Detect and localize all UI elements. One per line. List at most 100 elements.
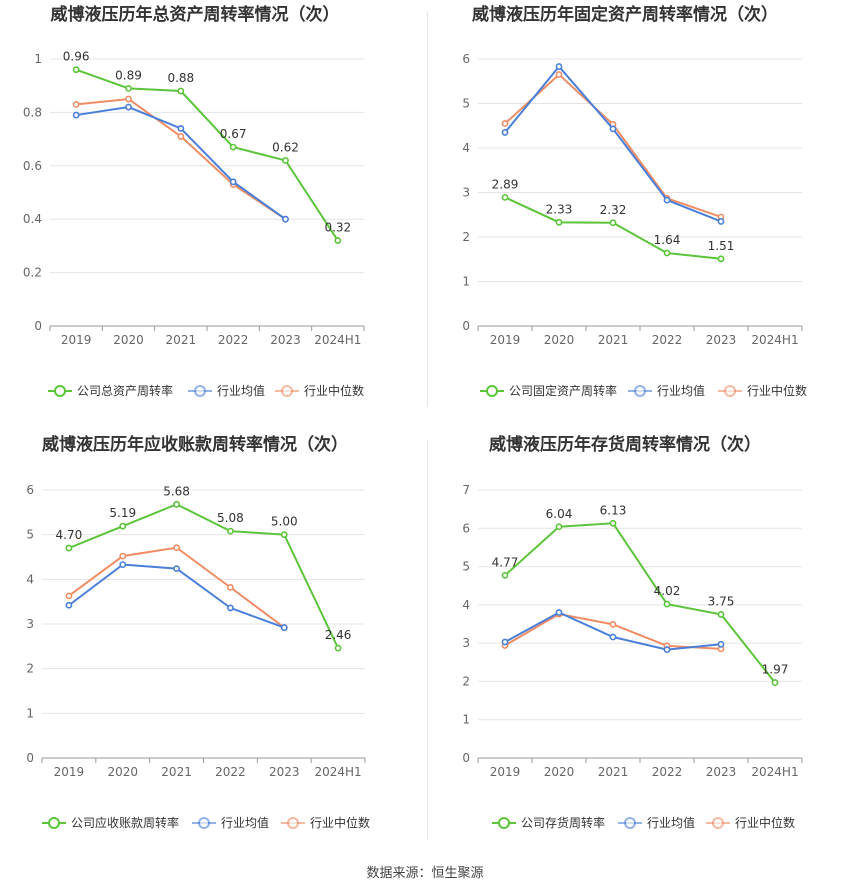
x-tick-label: 2019	[61, 333, 92, 347]
legend-item-avg: 行业均值	[628, 383, 705, 398]
data-point-company	[119, 522, 127, 530]
legend-marker	[287, 817, 299, 829]
data-label: 2.89	[492, 177, 519, 191]
x-tick-label: 2021	[598, 765, 629, 779]
x-tick-label: 2023	[269, 765, 300, 779]
x-tick-label: 2022	[218, 333, 249, 347]
legend-label: 行业均值	[217, 383, 265, 398]
x-tick-label: 2023	[270, 333, 301, 347]
legend-marker	[498, 817, 510, 829]
legend-label: 行业均值	[221, 815, 269, 830]
data-label: 4.02	[654, 584, 681, 598]
y-tick-label: 1	[26, 706, 34, 720]
series-line-company	[504, 522, 776, 684]
data-point-company	[173, 500, 180, 508]
x-tick-label: 2023	[706, 333, 737, 347]
x-tick-label: 2021	[161, 765, 192, 779]
x-tick-label: 2020	[107, 765, 138, 779]
data-point-company	[125, 84, 132, 92]
legend-item-median: 行业中位数	[275, 383, 364, 398]
x-tick-label: 2022	[652, 333, 683, 347]
legend-item-avg: 行业均值	[188, 383, 265, 398]
data-point-avg	[555, 63, 563, 70]
x-tick-label: 2021	[166, 333, 197, 347]
y-tick-label: 6	[462, 521, 470, 535]
data-label: 2.32	[600, 203, 627, 217]
data-label: 5.00	[271, 515, 298, 529]
data-label: 5.19	[109, 506, 136, 520]
data-point-company	[771, 679, 779, 686]
legend-marker	[198, 817, 210, 829]
chart-panel-receivables-turnover: 威博液压历年应收账款周转率情况（次） 0 1 2 3 4 5 6 2019 2020 2021 202…	[0, 432, 420, 852]
data-label: 6.13	[600, 503, 627, 517]
legend-label: 行业均值	[657, 383, 705, 398]
panel-divider	[427, 12, 428, 407]
legend-marker	[624, 817, 636, 829]
series-line-company	[68, 503, 339, 649]
y-tick-label: 3	[462, 636, 470, 650]
data-point-avg	[229, 178, 237, 186]
series-line-avg	[76, 106, 287, 221]
x-tick-label: 2024H1	[751, 765, 798, 779]
data-point-company	[65, 544, 73, 552]
chart-title: 威博液压历年存货周转率情况（次）	[489, 434, 761, 455]
legend-item-median: 行业中位数	[718, 383, 807, 398]
data-label: 0.96	[63, 50, 90, 64]
series-line-avg	[68, 563, 285, 629]
data-point-company	[717, 611, 725, 618]
chart-title: 威博液压历年总资产周转率情况（次）	[51, 4, 340, 25]
y-tick-label: 4	[462, 141, 470, 155]
legend-label: 公司存货周转率	[521, 815, 605, 830]
x-tick-label: 2022	[215, 765, 246, 779]
y-tick-label: 0	[462, 751, 470, 765]
legend-label: 公司总资产周转率	[77, 383, 173, 398]
data-point-avg	[177, 125, 185, 132]
legend-label: 行业均值	[647, 815, 695, 830]
y-tick-label: 0	[26, 751, 34, 765]
data-point-company	[609, 219, 617, 227]
y-tick-label: 1	[34, 52, 42, 66]
data-point-avg	[72, 111, 80, 119]
data-label: 0.67	[220, 127, 247, 141]
data-point-avg	[717, 640, 725, 648]
data-point-avg	[65, 601, 73, 609]
x-tick-label: 2020	[544, 765, 575, 779]
line-chart-svg: 威博液压历年存货周转率情况（次） 0 1 2 3 4 5 6 7 2019 2020 2021 2022…	[462, 434, 803, 830]
y-tick-label: 1	[462, 275, 470, 289]
y-tick-label: 2	[462, 674, 470, 688]
data-point-median	[501, 120, 509, 127]
data-point-company	[227, 527, 234, 535]
y-tick-label: 0.2	[23, 266, 42, 280]
line-chart-svg: 威博液压历年总资产周转率情况（次） 0 0.2 0.4 0.6 0.8 1 2019 2020 2…	[23, 4, 365, 398]
line-chart-svg: 威博液压历年固定资产周转率情况（次） 0 1 2 3 4 5 6 2019 2020 2021 202…	[462, 4, 807, 398]
line-chart-svg: 威博液压历年应收账款周转率情况（次） 0 1 2 3 4 5 6 2019 2020 2021 202…	[26, 434, 370, 830]
y-tick-label: 1	[462, 713, 470, 727]
chart-panel-inventory-turnover: 威博液压历年存货周转率情况（次） 0 1 2 3 4 5 6 7 2019 2020 2021 2022…	[430, 432, 850, 852]
data-point-company	[555, 218, 563, 226]
data-point-median	[65, 592, 73, 600]
y-tick-label: 2	[26, 662, 34, 676]
x-tick-label: 2019	[54, 765, 85, 779]
legend-item-median: 行业中位数	[281, 815, 370, 830]
x-tick-label: 2021	[598, 333, 629, 347]
y-tick-label: 4	[26, 572, 34, 586]
panel-divider	[427, 440, 428, 840]
data-point-company	[717, 255, 725, 263]
chart-panel-fixed-asset-turnover: 威博液压历年固定资产周转率情况（次） 0 1 2 3 4 5 6 2019 2020 2021 202…	[430, 0, 850, 410]
data-point-avg	[663, 646, 671, 654]
data-label: 3.75	[708, 594, 735, 608]
legend-label: 公司应收账款周转率	[71, 815, 179, 830]
data-label: 5.68	[163, 484, 190, 498]
data-point-company	[334, 237, 342, 244]
data-point-avg	[501, 129, 509, 136]
y-tick-label: 0.8	[23, 105, 42, 119]
data-label: 0.88	[167, 71, 194, 85]
x-tick-label: 2023	[706, 765, 737, 779]
legend-item-avg: 行业均值	[192, 815, 269, 830]
y-tick-label: 0	[34, 319, 42, 333]
y-tick-label: 7	[462, 483, 470, 497]
data-point-company	[280, 531, 288, 539]
series-line-avg	[504, 611, 722, 651]
data-label: 0.62	[272, 140, 299, 154]
data-label: 1.51	[708, 239, 735, 253]
